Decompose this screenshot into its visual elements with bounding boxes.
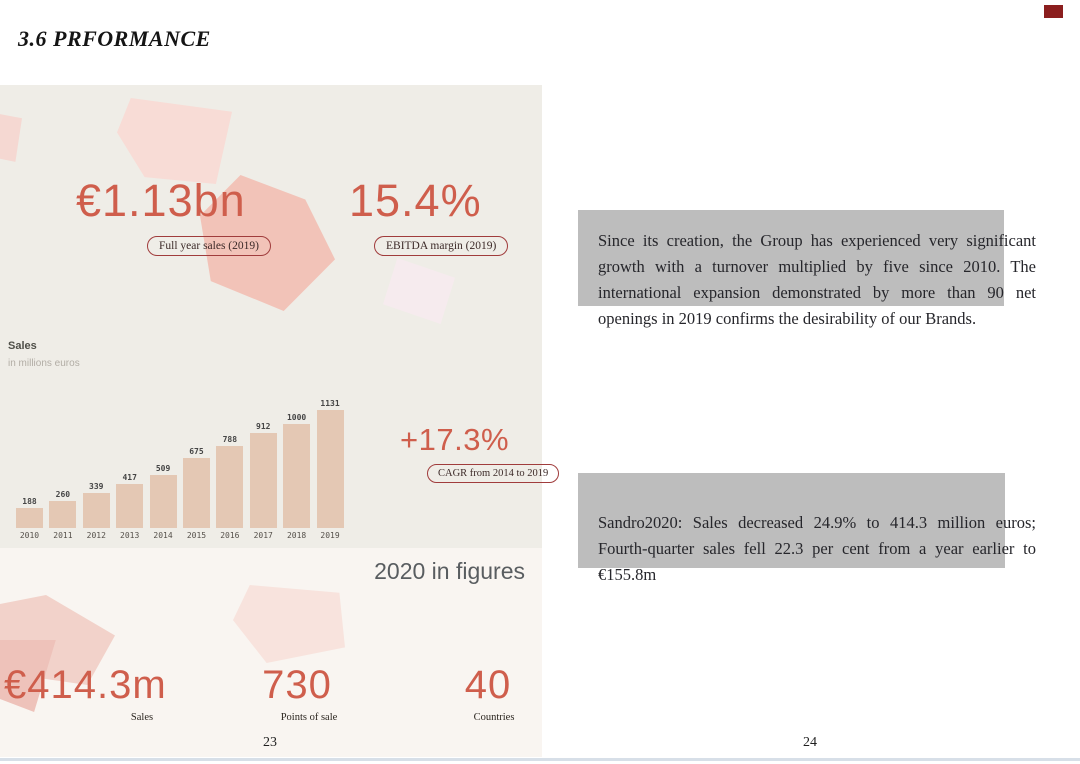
highlight-block	[578, 473, 1005, 568]
highlight-block	[578, 210, 1004, 306]
bar	[49, 501, 77, 528]
kpi-full-year-sales-badge: Full year sales (2019)	[147, 236, 271, 256]
bottom-rule	[0, 758, 1080, 761]
chart-title: Sales	[8, 340, 37, 352]
bar	[283, 424, 311, 528]
bar-value-label: 417	[122, 473, 137, 482]
bar-x-tick-label: 2011	[53, 531, 73, 540]
page-number-right: 24	[803, 735, 817, 750]
bar-slot: 260	[49, 490, 77, 528]
bar	[249, 433, 277, 528]
document-corner-marker	[1044, 5, 1063, 18]
bar-x-tick-label: 2019	[320, 531, 340, 540]
bar-value-label: 788	[222, 435, 238, 444]
bar-value-label: 188	[22, 497, 37, 506]
bar-slot: 1131	[316, 399, 344, 528]
kpi-2020-sales-label: Sales	[130, 712, 154, 723]
bar-slot: 675	[182, 447, 210, 528]
bar-chart-bars: 188 260 339 417 509 675 788 912 1000 1131	[16, 395, 350, 528]
bar	[182, 458, 210, 528]
bar-slot: 509	[149, 464, 177, 528]
annotation-line: growth with a turnover multiplied by fiv…	[598, 257, 1036, 276]
bar-x-tick-label: 2012	[86, 531, 106, 540]
kpi-ebitda-margin-value: 15.4%	[349, 175, 482, 226]
kpi-2020-countries-label: Countries	[473, 712, 515, 723]
bar-slot: 417	[116, 473, 144, 528]
bar-value-label: 509	[155, 464, 171, 473]
annotation-line: international expansion demonstrated by …	[598, 283, 1036, 302]
bar-x-tick-label: 2016	[220, 531, 240, 540]
bar-chart-x-axis: 2010 2011 2012 2013 2014 2015 2016 2017 2018 2019	[16, 531, 350, 540]
page-title: 3.6 PRFORMANCE	[18, 26, 211, 51]
bar-x-tick-label: 2010	[19, 531, 40, 540]
page-number-left: 23	[263, 735, 277, 750]
bar-value-label: 1000	[286, 413, 307, 422]
bar-x-tick-label: 2014	[153, 531, 173, 540]
annotation-growth: Since its creation, the Group has experi…	[598, 228, 1036, 332]
kpi-2020-points-of-sale-value: 730	[262, 663, 332, 707]
bar-slot: 788	[216, 435, 244, 528]
bar-value-label: 260	[55, 490, 71, 499]
annotation-line: Sandro2020: Sales decreased 24.9% to 414…	[598, 513, 1036, 532]
chart-subtitle: in millions euros	[8, 358, 80, 369]
bar	[116, 484, 144, 528]
bar-value-label: 912	[256, 422, 271, 431]
kpi-full-year-sales-value: €1.13bn	[76, 175, 246, 226]
kpi-cagr-badge: CAGR from 2014 to 2019	[427, 464, 560, 483]
bar-x-tick-label: 2018	[286, 531, 307, 540]
annotation-sandro2020: Sandro2020: Sales decreased 24.9% to 414…	[598, 510, 1036, 588]
bar-x-tick-label: 2015	[186, 531, 207, 540]
section-2020-heading: 2020 in figures	[374, 558, 525, 584]
bar-slot: 339	[82, 482, 110, 528]
kpi-ebitda-margin-badge: EBITDA margin (2019)	[374, 236, 509, 256]
bar-slot: 188	[16, 497, 43, 528]
kpi-cagr-value: +17.3%	[400, 422, 510, 457]
bar-x-tick-label: 2013	[120, 531, 140, 540]
bar	[316, 410, 344, 528]
annotation-line: Since its creation, the Group has experi…	[598, 231, 1036, 250]
annotation-line: openings in 2019 confirms the desirabili…	[598, 309, 977, 328]
decorative-shape	[0, 114, 22, 162]
bar-value-label: 339	[89, 482, 104, 491]
kpi-2020-countries-value: 40	[464, 663, 512, 707]
bar	[216, 446, 244, 528]
annotation-line: Fourth-quarter sales fell 22.3 per cent …	[598, 539, 1036, 558]
bar	[149, 475, 177, 528]
bar	[16, 508, 43, 528]
bar-slot: 912	[249, 422, 277, 528]
annotation-line: €155.8m	[598, 565, 657, 584]
bar	[82, 493, 110, 528]
kpi-2020-sales-value: €414.3m	[4, 663, 167, 707]
sales-bar-chart: 188 260 339 417 509 675 788 912 1000 1131 2010 201…	[16, 395, 350, 540]
bar-slot: 1000	[283, 413, 311, 528]
bar-x-tick-label: 2017	[253, 531, 273, 540]
bar-value-label: 675	[189, 447, 204, 456]
kpi-2020-points-of-sale-label: Points of sale	[280, 712, 338, 723]
bar-value-label: 1131	[320, 399, 340, 408]
